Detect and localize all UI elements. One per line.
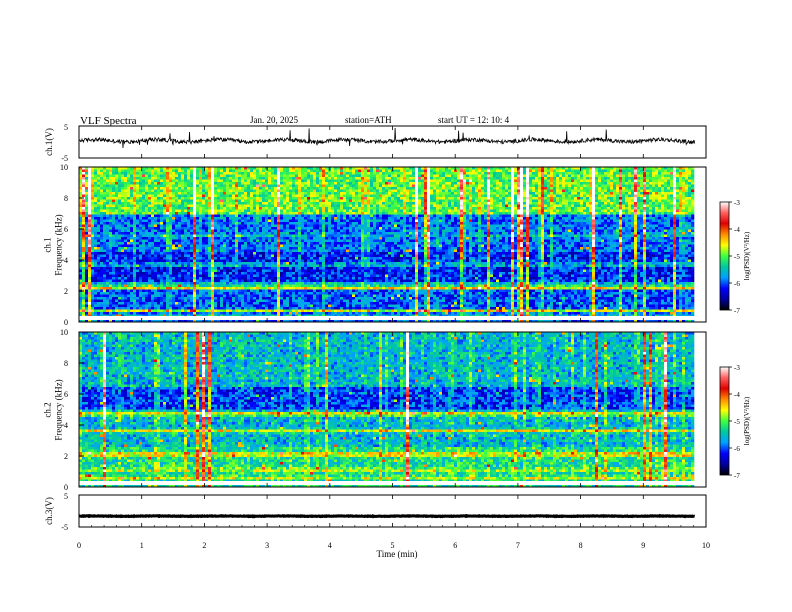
start-time-label: start UT = 12: 10: 4 — [438, 115, 510, 125]
colorbar-tick-label: -5 — [734, 418, 740, 426]
time-axis-label: Time (min) — [377, 549, 418, 559]
ch2-spectrogram-image — [79, 332, 695, 487]
ch3-waveform-frame — [79, 495, 706, 527]
time-tick-label: 9 — [641, 541, 645, 550]
ch1-spectrogram-ytick-label: 10 — [60, 163, 68, 172]
ch1-ytick-top: 5 — [64, 123, 68, 132]
figure-title: VLF Spectra — [80, 115, 137, 127]
ch3-ytick-top: 5 — [64, 492, 68, 501]
ch1-spectrogram-panel: ch.1Frequency (kHz) 0 2 4 6 8 10 — [43, 163, 706, 327]
ch1-spectrogram-image — [79, 167, 695, 322]
colorbar-tick-label: -6 — [734, 280, 740, 288]
ch2-spectrogram-ytick-label: 4 — [64, 421, 68, 430]
time-tick-label: 3 — [265, 541, 269, 550]
time-tick-label: 10 — [702, 541, 710, 550]
ch3-waveform-panel: ch.3(V) 5 -5 — [44, 492, 706, 532]
colorbar-label: log(PSD)(V²/Hz) — [743, 231, 751, 280]
ch1-spectrogram-ytick-label: 6 — [64, 225, 68, 234]
ch2-spectrogram-ytick-label: 0 — [64, 483, 68, 492]
ch1-spectrogram-ytick-label: 0 — [64, 318, 68, 327]
ch1-waveform-panel: ch.1(V) 5 -5 — [44, 123, 706, 163]
colorbar-tick-label: -4 — [734, 226, 740, 234]
time-tick-label: 7 — [516, 541, 520, 550]
ch3-waveform-line — [79, 516, 695, 517]
ch1-spectrogram-ytick-label: 4 — [64, 256, 68, 265]
colorbar-tick-label: -6 — [734, 445, 740, 453]
ch2-spectrogram-ylabel: ch.2Frequency (kHz) — [43, 379, 64, 440]
colorbar-gradient — [720, 367, 729, 475]
ch3-ytick-bottom: -5 — [61, 523, 68, 532]
ch2-spectrogram-ytick-label: 6 — [64, 390, 68, 399]
colorbar-tick-label: -4 — [734, 391, 740, 399]
colorbar-tick-label: -7 — [734, 307, 740, 315]
ch2-spectrogram-ytick-label: 2 — [64, 452, 68, 461]
colorbar-label: log(PSD)(V²/Hz) — [743, 396, 751, 445]
time-tick-label: 0 — [77, 541, 81, 550]
time-tick-label: 4 — [328, 541, 332, 550]
time-tick-label: 2 — [202, 541, 206, 550]
ch1-waveform-ylabel: ch.1(V) — [44, 128, 54, 156]
colorbar-tick-label: -3 — [734, 364, 740, 372]
ch2-spectrogram-ytick-label: 8 — [64, 359, 68, 368]
ch1-spectrogram-ytick-label: 2 — [64, 287, 68, 296]
ch2-spectrogram-panel: ch.2Frequency (kHz) 0 2 4 6 8 10 — [43, 328, 706, 492]
ch1-spectrogram-ylabel: ch.1Frequency (kHz) — [43, 214, 64, 275]
ch1-colorbar: -3 -4 -5 -6 -7 log(PSD)(V²/Hz) — [720, 199, 751, 315]
colorbar-tick-label: -7 — [734, 472, 740, 480]
colorbar-gradient — [720, 202, 729, 310]
ch2-colorbar: -3 -4 -5 -6 -7 log(PSD)(V²/Hz) — [720, 364, 751, 480]
colorbar-tick-label: -5 — [734, 253, 740, 261]
ch1-spectrogram-ytick-label: 8 — [64, 194, 68, 203]
ch2-spectrogram-ytick-label: 10 — [60, 328, 68, 337]
ch3-waveform-ylabel: ch.3(V) — [44, 497, 54, 525]
ch1-ytick-bottom: -5 — [61, 154, 68, 163]
colorbar-tick-label: -3 — [734, 199, 740, 207]
time-tick-label: 1 — [140, 541, 144, 550]
station-label: station=ATH — [345, 115, 392, 125]
time-tick-label: 6 — [453, 541, 457, 550]
date-label: Jan. 20, 2025 — [250, 115, 298, 125]
time-tick-label: 8 — [579, 541, 583, 550]
